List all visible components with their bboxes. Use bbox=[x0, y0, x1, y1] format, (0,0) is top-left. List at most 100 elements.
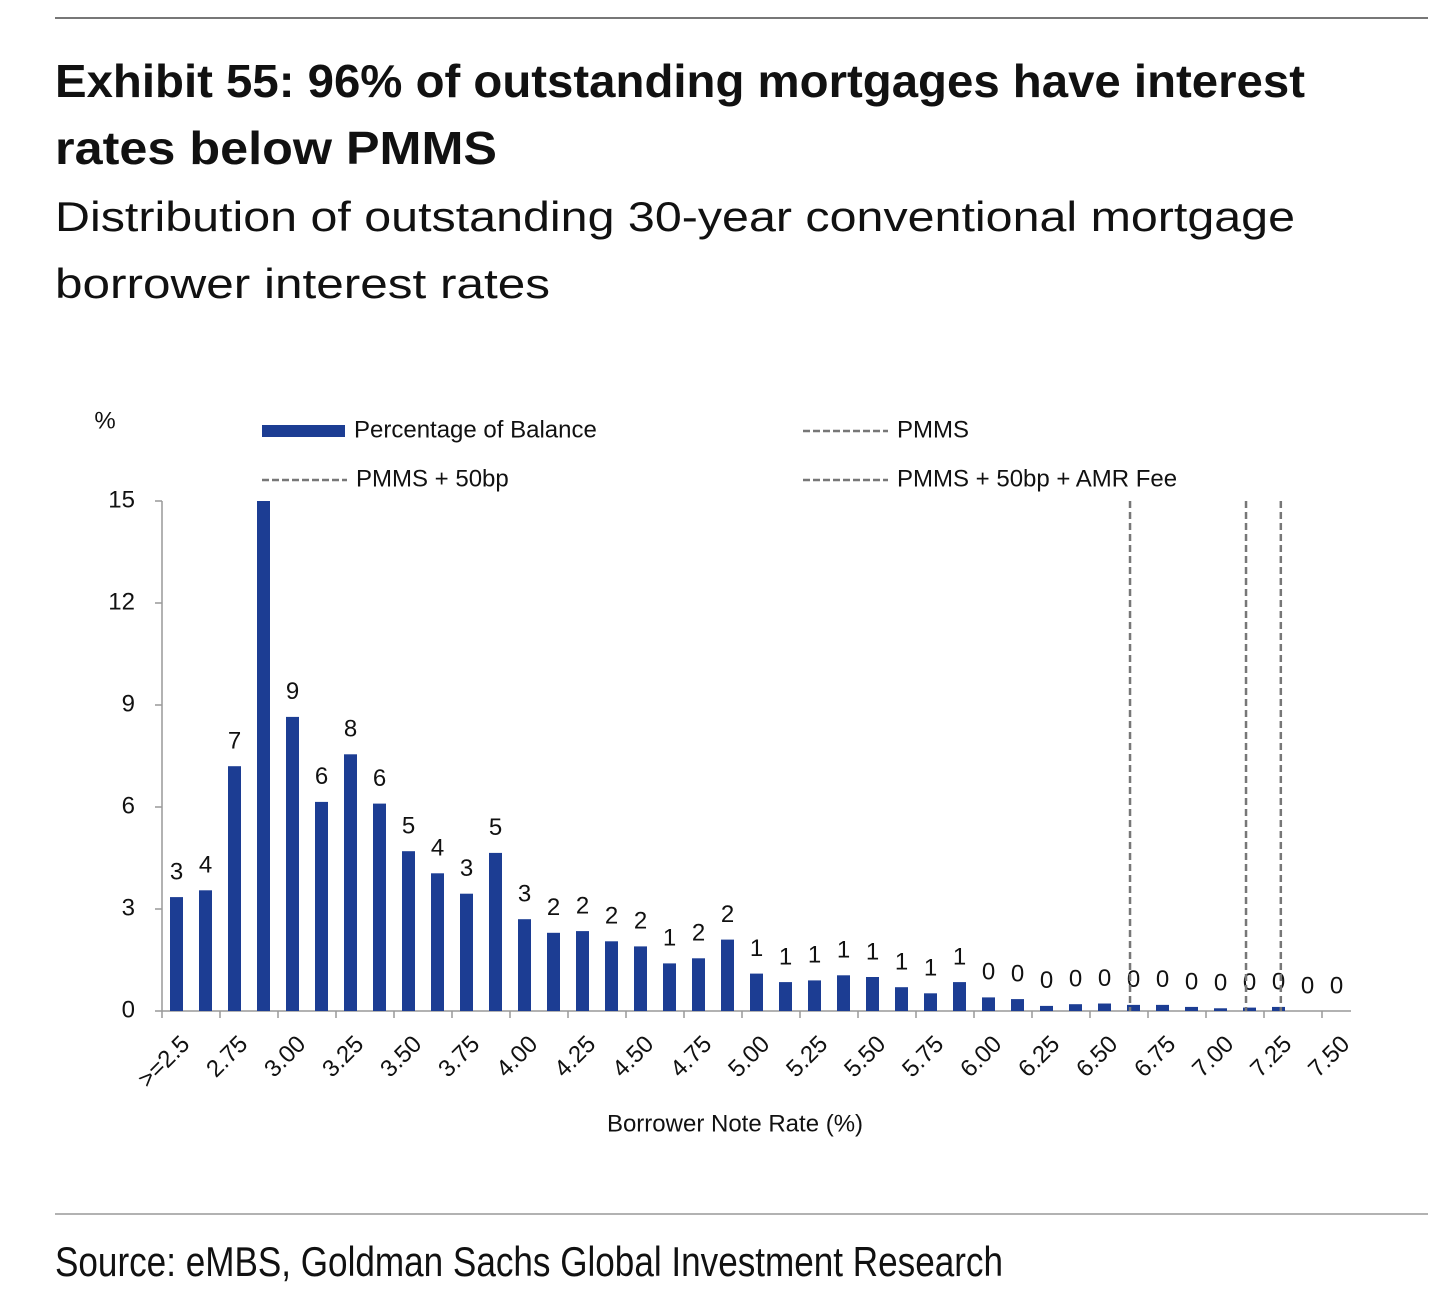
data-label: 2 bbox=[634, 908, 647, 935]
x-tick-label: 6.50 bbox=[1071, 1031, 1123, 1083]
data-label: 2 bbox=[547, 894, 560, 921]
data-label: 0 bbox=[1330, 972, 1343, 999]
bar bbox=[257, 501, 270, 1011]
bar bbox=[1098, 1003, 1111, 1011]
x-tick-label: 6.25 bbox=[1013, 1031, 1065, 1083]
bar bbox=[1069, 1004, 1082, 1011]
data-label: 6 bbox=[373, 765, 386, 792]
data-label: 4 bbox=[199, 852, 212, 879]
bar bbox=[982, 997, 995, 1011]
data-label: 0 bbox=[1040, 967, 1053, 994]
data-label: 0 bbox=[1011, 960, 1024, 987]
legend-label: PMMS bbox=[897, 416, 969, 443]
x-tick-label: 7.25 bbox=[1245, 1031, 1297, 1083]
legend-label: PMMS + 50bp bbox=[356, 465, 509, 492]
bar bbox=[1272, 1006, 1285, 1011]
data-label: 0 bbox=[1069, 966, 1082, 993]
data-label: 2 bbox=[576, 892, 589, 919]
bar bbox=[547, 932, 560, 1011]
bar bbox=[605, 941, 618, 1011]
bar bbox=[1127, 1004, 1140, 1011]
data-label: 9 bbox=[286, 678, 299, 705]
source: Source: eMBS, Goldman Sachs Global Inves… bbox=[55, 1238, 1003, 1285]
data-label: 0 bbox=[1156, 966, 1169, 993]
bar bbox=[170, 897, 183, 1011]
data-label: 1 bbox=[866, 938, 879, 965]
data-label: 0 bbox=[1301, 972, 1314, 999]
chart-subtitle: borrower interest rates bbox=[55, 260, 550, 307]
bar bbox=[576, 931, 589, 1011]
data-label: 1 bbox=[837, 937, 850, 964]
data-label: 1 bbox=[895, 949, 908, 976]
data-label: 2 bbox=[605, 903, 618, 930]
data-label: 0 bbox=[1272, 968, 1285, 995]
bar bbox=[808, 980, 821, 1011]
bar bbox=[315, 801, 328, 1011]
x-tick-label: 3.25 bbox=[317, 1031, 369, 1083]
data-label: 3 bbox=[460, 855, 473, 882]
bar bbox=[1156, 1004, 1169, 1011]
data-label: 0 bbox=[982, 959, 995, 986]
bar bbox=[1040, 1005, 1053, 1011]
x-tick-label: 4.75 bbox=[665, 1031, 717, 1083]
y-axis-label: % bbox=[94, 407, 115, 434]
bar bbox=[199, 890, 212, 1011]
y-tick-label: 15 bbox=[108, 486, 135, 513]
x-tick-label: 5.25 bbox=[781, 1031, 833, 1083]
bar bbox=[692, 958, 705, 1011]
data-label: 3 bbox=[518, 881, 531, 908]
chart-title: Exhibit 55: 96% of outstanding mortgages… bbox=[55, 55, 1305, 107]
bar bbox=[402, 851, 415, 1011]
bar bbox=[344, 754, 357, 1011]
data-label: 8 bbox=[344, 716, 357, 743]
chart-subtitle: Distribution of outstanding 30-year conv… bbox=[55, 193, 1295, 240]
data-label: 0 bbox=[1098, 965, 1111, 992]
data-label: 2 bbox=[721, 901, 734, 928]
x-tick-label: 7.00 bbox=[1187, 1031, 1239, 1083]
data-label: 4 bbox=[431, 835, 444, 862]
data-label: 5 bbox=[402, 813, 415, 840]
legend-label: PMMS + 50bp + AMR Fee bbox=[897, 465, 1177, 492]
x-tick-label: 6.75 bbox=[1129, 1031, 1181, 1083]
bar bbox=[779, 982, 792, 1011]
x-tick-label: 5.50 bbox=[839, 1031, 891, 1083]
bar bbox=[895, 987, 908, 1011]
x-tick-label: 6.00 bbox=[955, 1031, 1007, 1083]
bar bbox=[460, 893, 473, 1011]
data-label: 7 bbox=[228, 728, 241, 755]
y-tick-label: 0 bbox=[122, 996, 135, 1023]
bar bbox=[837, 975, 850, 1011]
x-axis-label: Borrower Note Rate (%) bbox=[607, 1110, 863, 1137]
bar bbox=[634, 946, 647, 1011]
data-label: 6 bbox=[315, 763, 328, 790]
bar bbox=[373, 803, 386, 1011]
bar bbox=[953, 982, 966, 1011]
x-tick-label: 3.50 bbox=[375, 1031, 427, 1083]
bar bbox=[1011, 999, 1024, 1011]
bar bbox=[866, 977, 879, 1011]
data-label: 1 bbox=[953, 943, 966, 970]
bar bbox=[1185, 1006, 1198, 1011]
x-tick-label: 4.25 bbox=[549, 1031, 601, 1083]
data-label: 1 bbox=[808, 942, 821, 969]
data-label: 1 bbox=[663, 925, 676, 952]
chart-title: rates below PMMS bbox=[55, 122, 497, 174]
x-tick-label: 4.50 bbox=[607, 1031, 659, 1083]
y-tick-label: 3 bbox=[122, 894, 135, 921]
data-label: 5 bbox=[489, 814, 502, 841]
x-tick-label: 2.75 bbox=[201, 1031, 253, 1083]
legend-swatch bbox=[262, 425, 345, 437]
bar bbox=[750, 973, 763, 1011]
y-tick-label: 12 bbox=[108, 588, 135, 615]
legend-label: Percentage of Balance bbox=[354, 416, 597, 443]
y-tick-label: 6 bbox=[122, 792, 135, 819]
bar bbox=[228, 766, 241, 1011]
data-label: 0 bbox=[1185, 968, 1198, 995]
x-tick-label: 5.00 bbox=[723, 1031, 775, 1083]
y-tick-label: 9 bbox=[122, 690, 135, 717]
bar bbox=[924, 993, 937, 1011]
x-tick-label: 5.75 bbox=[897, 1031, 949, 1083]
data-label: 1 bbox=[924, 955, 937, 982]
bar bbox=[518, 919, 531, 1011]
